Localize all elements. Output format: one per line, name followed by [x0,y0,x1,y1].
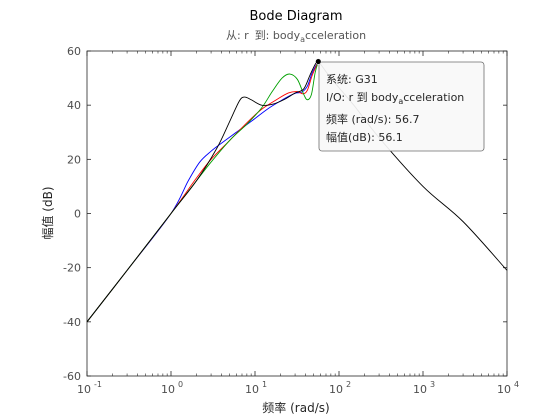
y-tick-label: -60 [63,370,81,383]
x-tick-exponent: 2 [346,380,351,389]
y-tick-label: 40 [67,99,81,112]
x-tick-exponent: -1 [94,380,102,389]
subtitle-rest: cceleration [305,29,366,42]
y-tick-label: -20 [63,262,81,275]
x-axis-label: 频率 (rad/s) [262,400,329,415]
subtitle-subscript: a [300,35,305,44]
data-tip-frequency: 频率 (rad/s): 56.7 [326,112,419,126]
subtitle-from: 从: r [226,29,249,42]
x-tick-label: 10 [77,383,91,396]
y-tick-label: 0 [74,208,81,221]
subtitle-to: 到: body [255,29,301,42]
y-tick-labels: 60 40 20 0 -20 -40 -60 [63,45,81,383]
x-tick-label: 10 [413,383,427,396]
x-tick-label: 10 [161,383,175,396]
x-tick-exponent: 1 [262,380,267,389]
data-tip-magnitude: 幅值(dB): 56.1 [326,131,403,144]
x-tick-label: 10 [245,383,259,396]
data-tip-io: I/O: r 到 bodyacceleration [326,91,464,106]
x-tick-exponent: 3 [430,380,435,389]
data-tip-system: 系统: G31 [326,73,378,86]
x-tick-labels: 10 -1 10 0 10 1 10 2 10 3 10 4 [77,380,519,396]
axis-ticks [86,50,508,377]
data-tip[interactable]: 系统: G31 I/O: r 到 bodyacceleration 频率 (ra… [318,61,485,152]
x-tick-label: 10 [497,383,511,396]
x-tick-label: 10 [329,383,343,396]
data-tip-box [318,61,485,152]
y-tick-label: 60 [67,45,81,58]
x-tick-exponent: 0 [178,380,183,389]
chart-title: Bode Diagram [249,9,342,24]
series-line [86,61,319,323]
data-tip-io-rest: cceleration [403,91,464,104]
y-tick-label: 20 [67,153,81,166]
y-tick-label: -40 [63,316,81,329]
data-tip-io-prefix: I/O: r 到 body [326,91,399,104]
data-tip-io-sub: a [398,97,403,106]
data-tip-marker[interactable] [315,58,322,65]
chart-subtitle: 从: r 到: bodyacceleration [226,29,366,44]
x-tick-exponent: 4 [514,380,519,389]
y-axis-label: 幅值 (dB) [40,186,55,239]
